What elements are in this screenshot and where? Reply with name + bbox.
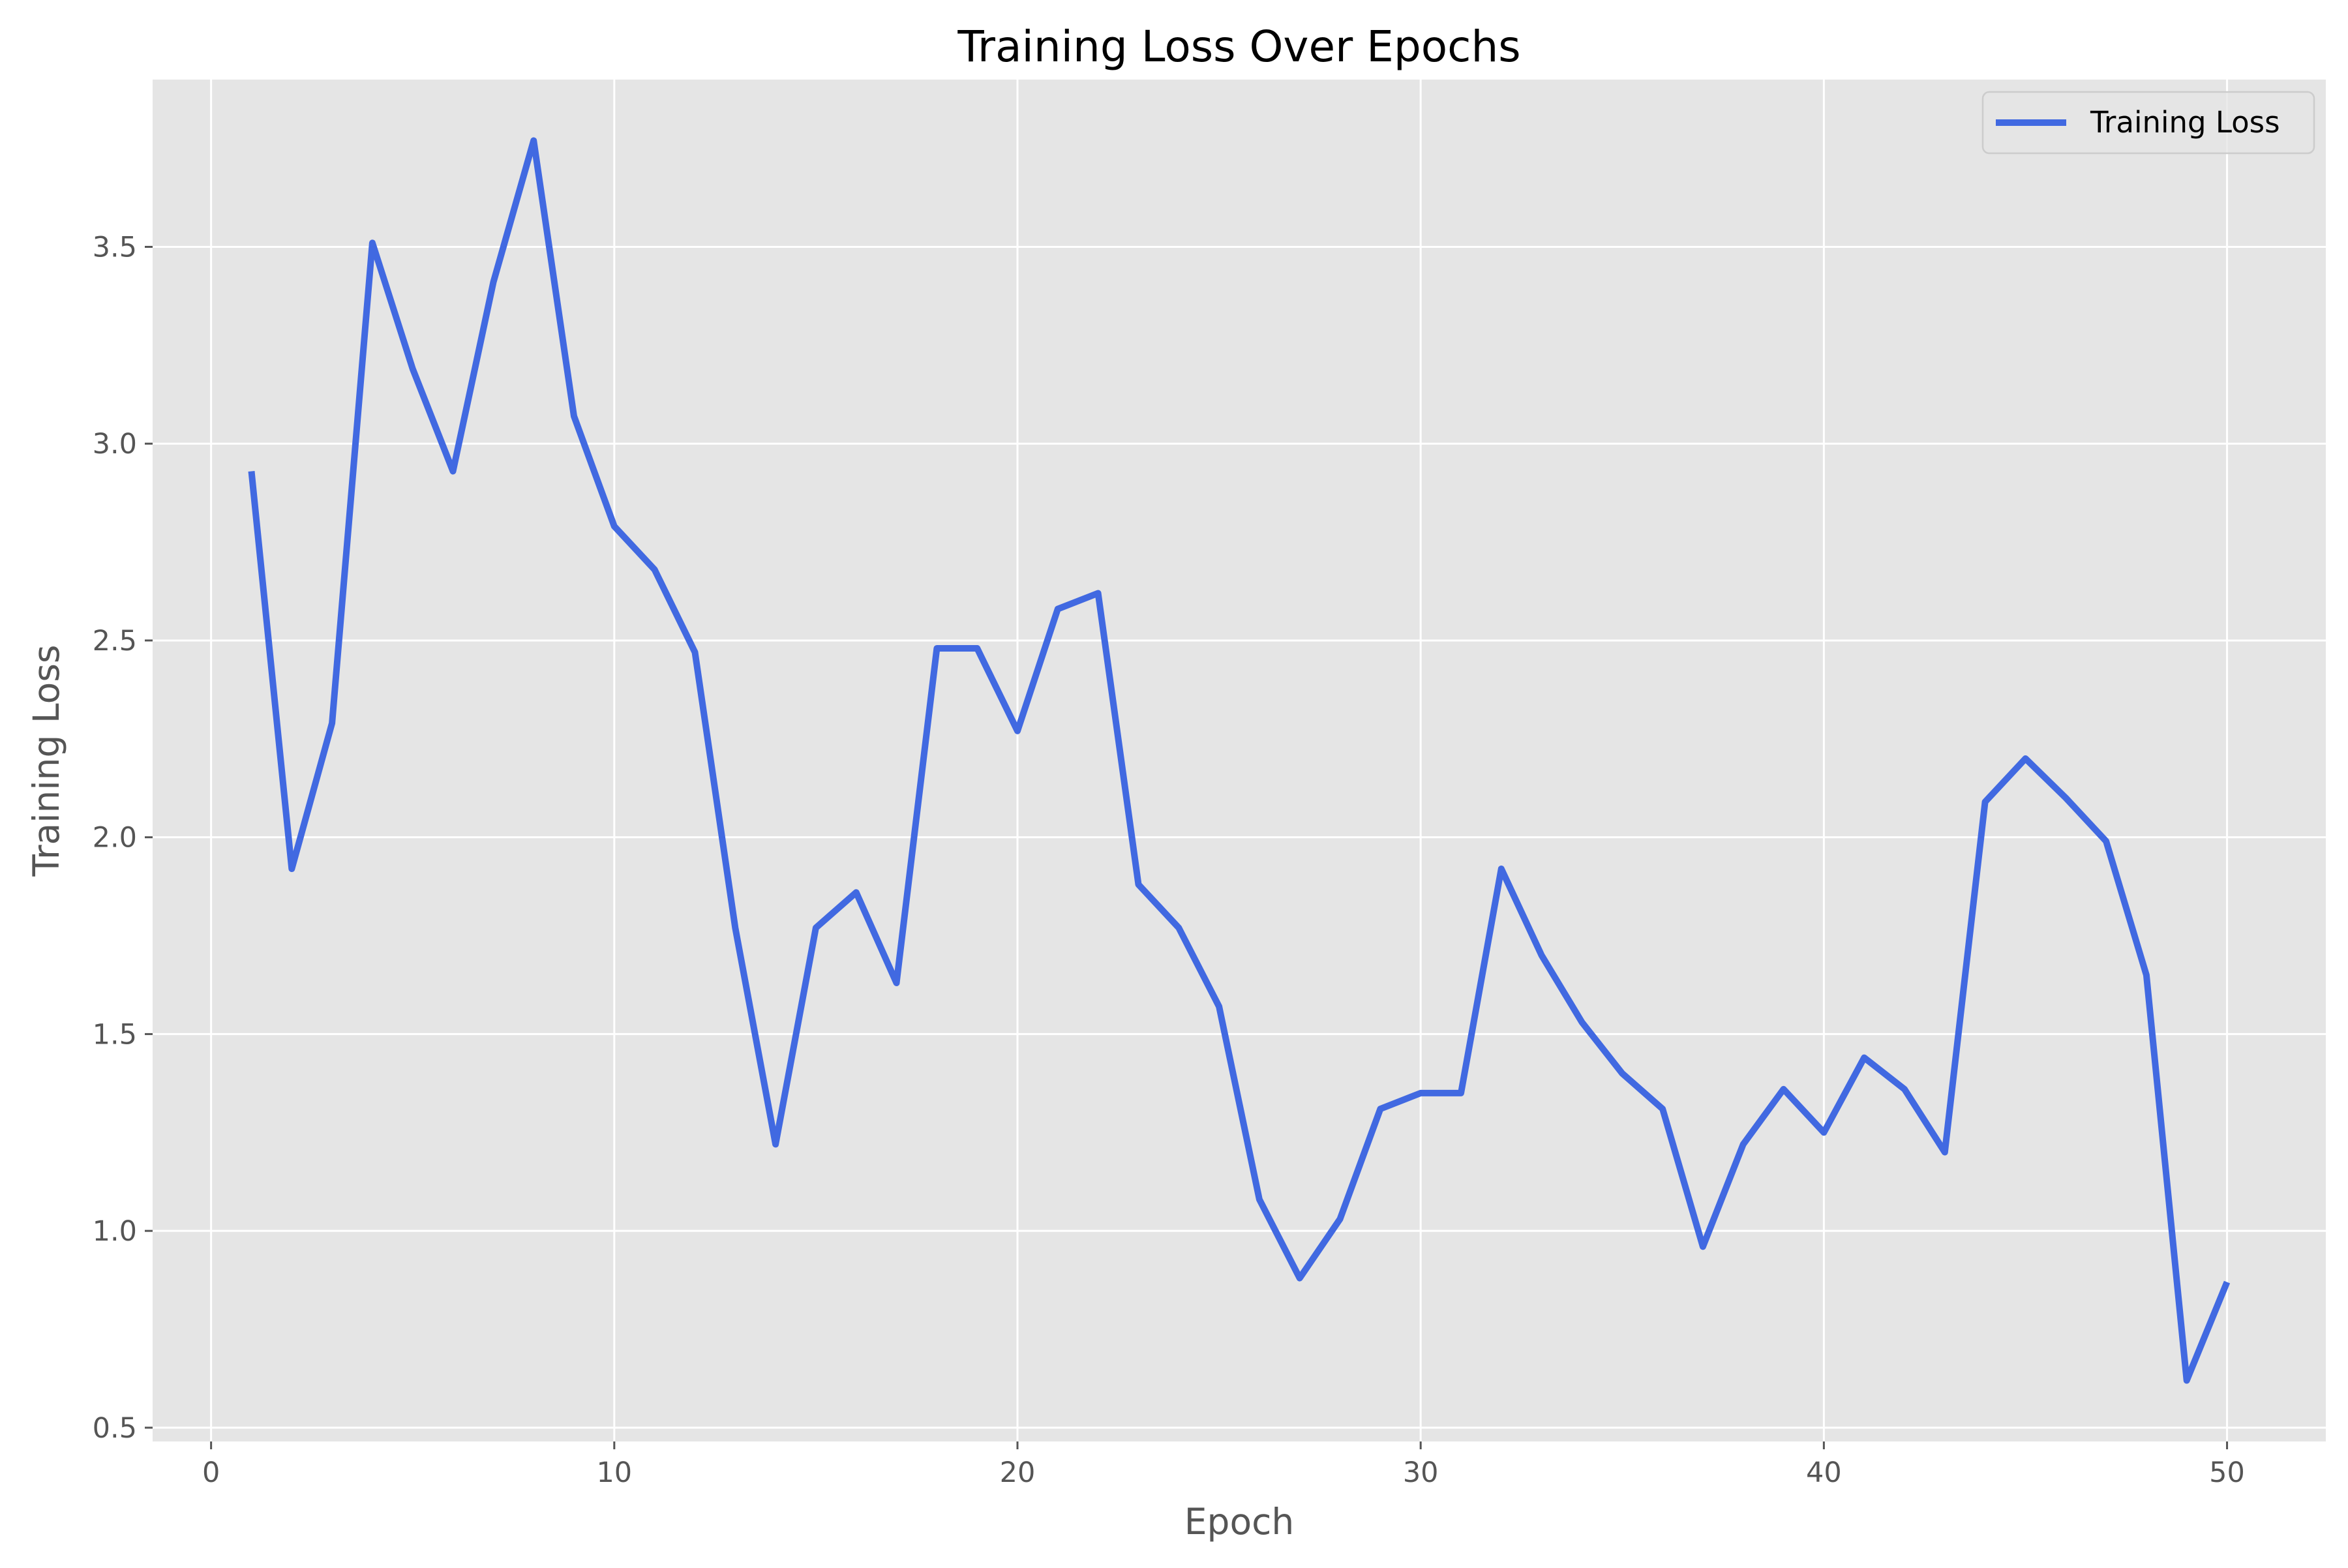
x-tick-label: 40 <box>1806 1456 1842 1489</box>
x-tick-label: 20 <box>1000 1456 1036 1489</box>
y-tick-label: 0.5 <box>93 1412 137 1445</box>
legend: Training Loss <box>1981 91 2315 155</box>
series-layer <box>248 137 2231 1384</box>
chart-title: Training Loss Over Epochs <box>957 22 1520 72</box>
x-tick-label: 0 <box>202 1456 220 1489</box>
y-axis-title: Training Loss <box>25 644 67 877</box>
y-tick-label: 2.5 <box>93 625 137 657</box>
y-tick-label: 1.5 <box>93 1018 137 1051</box>
x-axis-title: Epoch <box>1184 1501 1294 1543</box>
axis-ticks: 0 10 20 30 40 50 0.5 1.0 1.5 2.0 2.5 3.0 3.5 <box>93 231 2245 1489</box>
plot-background <box>153 80 2326 1441</box>
x-tick-label: 50 <box>2209 1456 2245 1489</box>
series-line-training-loss <box>248 137 2231 1384</box>
y-tick-label: 3.5 <box>93 231 137 264</box>
y-tick-label: 3.0 <box>93 428 137 460</box>
legend-label: Training Loss <box>2090 105 2280 140</box>
y-tick-label: 1.0 <box>93 1215 137 1248</box>
legend-box <box>1981 91 2315 155</box>
x-tick-label: 30 <box>1403 1456 1439 1489</box>
grid <box>153 80 2326 1441</box>
y-tick-label: 2.0 <box>93 822 137 854</box>
x-tick-label: 10 <box>596 1456 632 1489</box>
